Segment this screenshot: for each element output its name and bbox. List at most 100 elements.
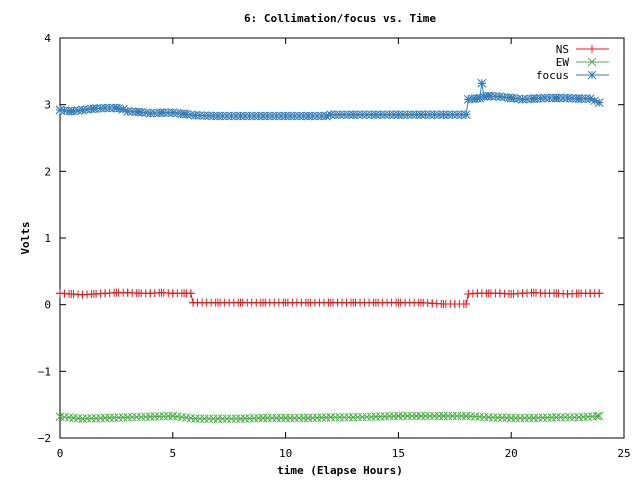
data-point-ew <box>285 413 295 423</box>
data-point-ns <box>213 298 222 307</box>
data-point-ns <box>326 298 335 307</box>
data-point-ew <box>200 414 209 424</box>
data-point-ns <box>394 298 403 307</box>
data-point-focus <box>484 91 493 101</box>
data-point-ew <box>258 413 268 423</box>
y-tick-label: 4 <box>44 32 51 45</box>
legend-label-ew: EW <box>556 56 570 69</box>
y-tick-label: 0 <box>44 299 51 312</box>
data-point-focus <box>558 93 568 103</box>
series-ns <box>56 288 604 308</box>
data-point-ew <box>195 414 205 424</box>
data-point-ew <box>434 411 444 421</box>
data-point-ew <box>461 411 471 421</box>
data-point-ew <box>294 413 304 423</box>
data-point-ew <box>484 412 493 422</box>
data-point-ew <box>100 413 110 423</box>
data-point-focus <box>540 93 550 103</box>
data-point-ew <box>213 414 223 424</box>
data-point-focus <box>357 110 367 120</box>
data-point-ew <box>565 412 575 422</box>
x-tick-label: 15 <box>392 447 405 460</box>
data-point-ew <box>506 413 516 423</box>
data-point-ew <box>398 411 408 421</box>
x-tick-label: 0 <box>57 447 64 460</box>
data-point-ew <box>123 412 133 422</box>
legend-label-focus: focus <box>536 69 569 82</box>
data-point-ns <box>349 298 358 307</box>
data-point-ns <box>518 289 527 298</box>
y-tick-label: 2 <box>44 165 51 178</box>
data-point-focus <box>168 108 178 118</box>
data-point-focus <box>89 104 99 114</box>
data-point-ns <box>462 300 471 308</box>
data-point-focus <box>179 109 189 119</box>
data-point-focus <box>581 94 591 104</box>
data-point-ew <box>290 413 299 423</box>
data-point-ew <box>425 411 435 421</box>
data-point-ns <box>146 289 155 298</box>
data-point-focus <box>303 111 313 121</box>
data-point-ns <box>123 288 132 297</box>
data-point-ew <box>439 411 448 421</box>
data-point-focus <box>594 98 604 108</box>
x-tick-label: 20 <box>505 447 518 460</box>
data-point-ew <box>222 414 232 424</box>
data-point-ew <box>394 411 403 421</box>
data-point-focus <box>348 110 358 120</box>
data-point-ns <box>563 290 572 298</box>
data-point-ns <box>281 298 290 307</box>
data-point-focus <box>191 110 200 120</box>
y-axis-label: Volts <box>19 221 32 254</box>
data-point-ns <box>168 289 177 298</box>
data-point-focus <box>551 93 561 103</box>
data-point-ew <box>452 411 462 421</box>
data-point-ns <box>574 289 583 298</box>
data-point-ew <box>299 413 309 423</box>
data-point-ns <box>473 289 482 298</box>
data-point-ns <box>495 289 504 298</box>
data-point-focus <box>213 111 223 121</box>
data-point-ns <box>180 289 189 298</box>
data-point-ns <box>101 289 110 298</box>
data-point-ew <box>594 411 604 421</box>
data-point-focus <box>157 108 166 118</box>
data-point-ns <box>157 288 166 297</box>
data-point-ew <box>556 412 566 422</box>
data-point-ew <box>204 414 214 424</box>
data-point-ns <box>67 290 76 298</box>
data-point-ew <box>344 412 354 422</box>
data-point-ew <box>281 413 290 423</box>
data-point-focus <box>134 107 144 117</box>
data-point-focus <box>430 110 439 120</box>
data-point-ns <box>371 298 380 307</box>
axis-ticks: 0 5 10 15 20 25 −2 −1 0 1 2 3 4 <box>38 32 631 460</box>
legend-marker-ew <box>587 57 597 67</box>
chart-title: 6: Collimation/focus vs. Time <box>244 12 436 25</box>
data-point-ew <box>524 413 534 423</box>
data-point-ew <box>276 413 286 423</box>
data-point-ew <box>430 411 439 421</box>
data-point-focus <box>518 94 527 104</box>
data-point-ew <box>330 412 340 422</box>
data-point-ns <box>464 290 473 298</box>
legend-marker-ns <box>588 45 596 53</box>
data-point-ew <box>511 413 521 423</box>
data-point-ew <box>551 412 561 422</box>
data-point-ew <box>236 414 245 424</box>
data-point-ew <box>263 413 272 423</box>
data-point-focus <box>249 111 259 121</box>
data-point-focus <box>506 93 516 103</box>
data-point-focus <box>112 103 121 113</box>
data-point-ew <box>218 414 227 424</box>
data-point-ew <box>326 412 336 422</box>
x-tick-label: 10 <box>279 447 292 460</box>
series-focus <box>55 78 604 121</box>
data-point-focus <box>563 93 572 103</box>
data-point-ew <box>515 413 525 423</box>
data-point-focus <box>66 106 76 116</box>
data-point-ew <box>443 411 453 421</box>
